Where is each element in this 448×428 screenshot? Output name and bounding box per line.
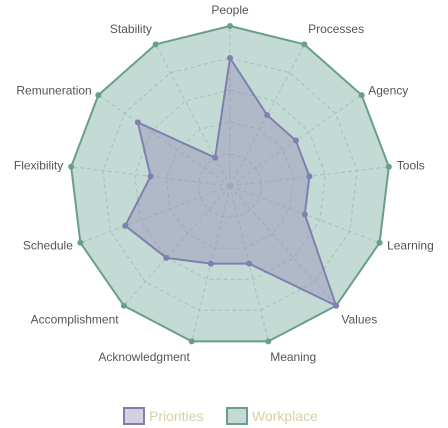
axis-label-schedule: Schedule bbox=[23, 239, 73, 253]
axis-label-flexibility: Flexibility bbox=[14, 159, 63, 173]
axis-label-processes: Processes bbox=[308, 22, 364, 36]
point-priorities-tools[interactable] bbox=[306, 173, 313, 180]
axis-label-remuneration: Remuneration bbox=[16, 84, 91, 98]
point-workplace-tools[interactable] bbox=[385, 163, 392, 170]
axis-labels: People Processes Agency Tools Learning Values… bbox=[14, 3, 434, 364]
point-priorities-meaning[interactable] bbox=[246, 260, 253, 267]
axis-label-agency: Agency bbox=[368, 84, 408, 98]
point-priorities-stability[interactable] bbox=[212, 154, 219, 161]
axis-label-values: Values bbox=[341, 313, 377, 327]
series-area-priorities[interactable] bbox=[124, 57, 338, 307]
point-workplace-remuneration[interactable] bbox=[95, 92, 102, 99]
radar-series bbox=[68, 23, 392, 345]
point-priorities-accomplishment[interactable] bbox=[163, 254, 170, 261]
axis-label-people: People bbox=[211, 3, 249, 17]
legend-label-priorities: Priorities bbox=[149, 408, 203, 424]
axis-label-learning: Learning bbox=[387, 239, 434, 253]
point-priorities-remuneration[interactable] bbox=[134, 119, 141, 126]
point-workplace-flexibility[interactable] bbox=[68, 163, 75, 170]
point-workplace-processes[interactable] bbox=[301, 41, 308, 48]
point-priorities-agency[interactable] bbox=[292, 137, 299, 144]
legend-swatch-priorities bbox=[123, 407, 145, 425]
point-workplace-stability[interactable] bbox=[152, 41, 159, 48]
point-workplace-accomplishment[interactable] bbox=[120, 302, 127, 309]
point-priorities-people[interactable] bbox=[227, 55, 233, 61]
point-priorities-flexibility[interactable] bbox=[147, 173, 154, 180]
legend: Priorities Workplace bbox=[123, 407, 318, 425]
axis-label-tools: Tools bbox=[397, 159, 425, 173]
point-workplace-learning[interactable] bbox=[376, 239, 383, 246]
point-workplace-agency[interactable] bbox=[358, 92, 365, 99]
point-workplace-people[interactable] bbox=[227, 23, 233, 29]
axis-label-acknowledgment: Acknowledgment bbox=[98, 350, 190, 364]
legend-swatch-workplace bbox=[226, 407, 248, 425]
point-priorities-schedule[interactable] bbox=[122, 222, 129, 229]
point-priorities-processes[interactable] bbox=[264, 112, 271, 119]
legend-label-workplace: Workplace bbox=[252, 408, 318, 424]
point-priorities-acknowledgment[interactable] bbox=[207, 260, 214, 267]
point-priorities-learning[interactable] bbox=[301, 211, 308, 218]
point-workplace-schedule[interactable] bbox=[77, 239, 84, 246]
series-area-workplace[interactable] bbox=[70, 25, 390, 343]
axis-label-stability: Stability bbox=[110, 22, 152, 36]
point-workplace-acknowledgment[interactable] bbox=[188, 338, 195, 345]
legend-item-workplace[interactable]: Workplace bbox=[226, 407, 318, 425]
point-priorities-values[interactable] bbox=[333, 302, 340, 309]
legend-item-priorities[interactable]: Priorities bbox=[123, 407, 203, 425]
axis-label-accomplishment: Accomplishment bbox=[31, 313, 120, 327]
point-workplace-meaning[interactable] bbox=[265, 338, 272, 345]
axis-label-meaning: Meaning bbox=[270, 350, 316, 364]
